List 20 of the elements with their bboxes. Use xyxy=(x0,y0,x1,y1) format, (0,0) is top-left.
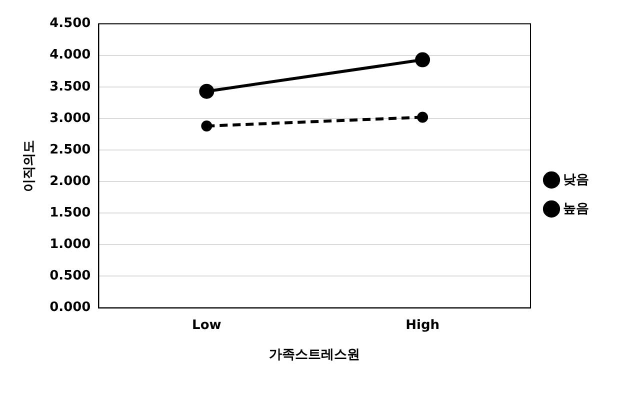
y-tick-label: 0.000 xyxy=(50,300,91,316)
y-tick-label: 2.500 xyxy=(50,142,91,158)
legend-label: 낮음 xyxy=(563,172,589,188)
point xyxy=(415,52,430,68)
y-tick-label: 4.500 xyxy=(50,16,91,32)
y-tick-label: 2.000 xyxy=(50,174,91,189)
point xyxy=(417,112,428,123)
legend-label: 높음 xyxy=(563,201,589,216)
x-axis-title: 가족스트레스원 xyxy=(269,348,360,363)
x-tick-label: Low xyxy=(192,318,222,333)
point xyxy=(201,120,212,132)
y-tick-label: 3.000 xyxy=(50,110,91,126)
y-tick-label: 0.500 xyxy=(50,268,91,284)
y-tick-label: 1.000 xyxy=(50,237,91,252)
y-tick-label: 1.500 xyxy=(50,206,91,221)
y-tick-label: 4.000 xyxy=(50,48,91,63)
point xyxy=(199,84,214,99)
y-axis-title: 이직의도 xyxy=(22,140,38,192)
y-tick-label: 3.500 xyxy=(50,79,91,94)
x-tick-label: High xyxy=(406,318,440,333)
